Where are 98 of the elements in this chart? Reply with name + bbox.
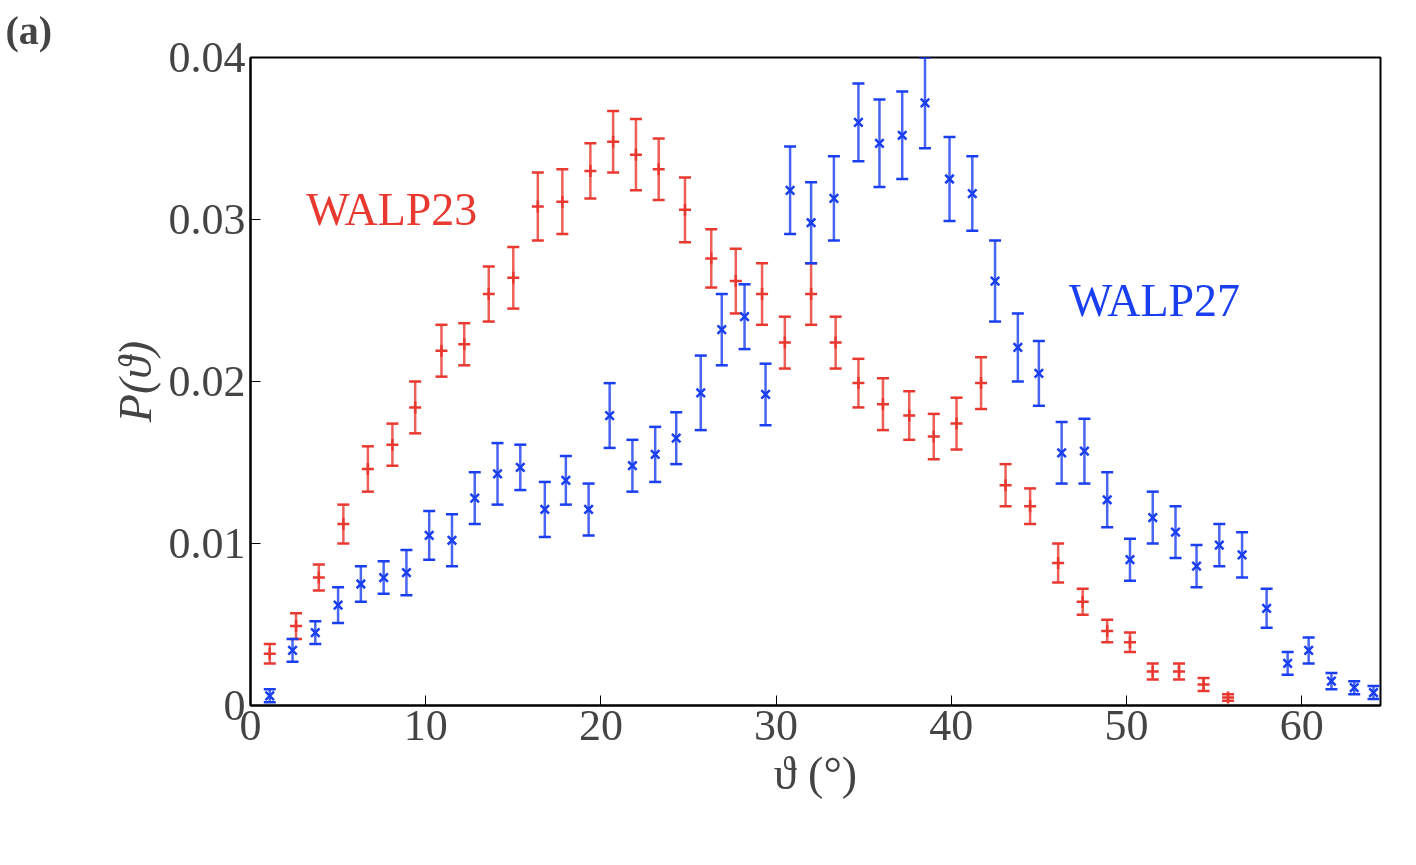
point — [896, 129, 908, 141]
point — [481, 286, 497, 302]
point — [1261, 602, 1273, 614]
point — [456, 336, 472, 352]
point — [360, 461, 376, 477]
point — [311, 570, 327, 585]
point — [355, 578, 367, 590]
point — [309, 627, 321, 639]
point — [1236, 549, 1248, 561]
y-tick-label: 0.01 — [168, 519, 246, 568]
point — [1325, 675, 1337, 687]
point — [716, 324, 728, 336]
point — [875, 396, 891, 412]
y-tick-label: 0.02 — [168, 357, 246, 406]
point — [492, 468, 504, 480]
point — [530, 199, 546, 214]
point — [332, 599, 344, 611]
point — [555, 194, 570, 209]
point — [1191, 560, 1203, 572]
point — [1056, 447, 1068, 459]
y-axis-title: P(ϑ) — [109, 340, 161, 424]
point — [944, 173, 956, 185]
point — [828, 192, 840, 204]
point — [626, 460, 638, 472]
point — [434, 343, 449, 358]
point — [604, 410, 616, 422]
point — [852, 116, 864, 128]
point — [1022, 498, 1038, 514]
point — [949, 416, 964, 431]
point — [1033, 367, 1045, 379]
point — [400, 567, 412, 579]
series-label: WALP27 — [1068, 275, 1241, 326]
point — [919, 97, 931, 109]
point — [385, 437, 400, 452]
series-label: WALP23 — [306, 184, 478, 236]
point — [651, 162, 666, 177]
point — [677, 202, 693, 218]
point — [514, 461, 526, 473]
point — [288, 618, 304, 634]
point — [784, 184, 796, 196]
point — [1213, 539, 1225, 551]
x-tick-label: 50 — [1104, 700, 1149, 750]
point — [446, 534, 458, 546]
point — [973, 375, 989, 391]
point — [1078, 445, 1090, 457]
point — [583, 503, 595, 515]
point — [628, 147, 644, 162]
point — [262, 646, 278, 661]
point — [1282, 657, 1294, 669]
point — [760, 388, 772, 400]
point — [1170, 526, 1182, 538]
point — [469, 492, 481, 504]
point — [423, 529, 435, 541]
point — [1099, 623, 1115, 639]
x-tick-label: 40 — [929, 700, 974, 750]
point — [1122, 635, 1138, 650]
point — [1012, 341, 1024, 353]
point — [560, 474, 572, 486]
x-tick-label: 20 — [578, 700, 623, 750]
point — [695, 387, 707, 399]
y-tick-label: 0.03 — [168, 195, 246, 244]
point — [966, 188, 978, 200]
point — [901, 408, 917, 423]
point — [1147, 512, 1159, 524]
x-tick-label: 10 — [403, 700, 448, 750]
point — [803, 286, 819, 302]
x-tick-label: 30 — [754, 700, 799, 750]
point — [828, 335, 843, 350]
point — [989, 275, 1001, 287]
x-axis-title: ϑ (°) — [773, 747, 858, 799]
point — [407, 400, 423, 415]
point — [777, 335, 793, 350]
point — [704, 251, 719, 266]
text: (a) — [5, 7, 53, 53]
point — [873, 137, 885, 149]
point — [670, 432, 682, 444]
point — [378, 572, 390, 584]
point — [728, 273, 744, 289]
point — [1303, 644, 1315, 656]
point — [583, 163, 598, 179]
point — [287, 644, 299, 656]
point — [506, 270, 521, 286]
point — [754, 286, 770, 302]
point — [539, 503, 551, 515]
x-tick-label: 60 — [1279, 700, 1324, 750]
point — [1124, 554, 1136, 566]
point — [739, 311, 751, 323]
point — [605, 134, 621, 149]
point — [926, 429, 942, 444]
point — [1050, 555, 1066, 571]
point — [336, 516, 351, 532]
point — [1075, 594, 1090, 610]
y-tick-label: 0.04 — [168, 33, 246, 82]
point — [851, 375, 866, 391]
point — [998, 477, 1013, 493]
point — [805, 217, 817, 229]
point — [649, 448, 661, 460]
point — [1101, 494, 1113, 506]
